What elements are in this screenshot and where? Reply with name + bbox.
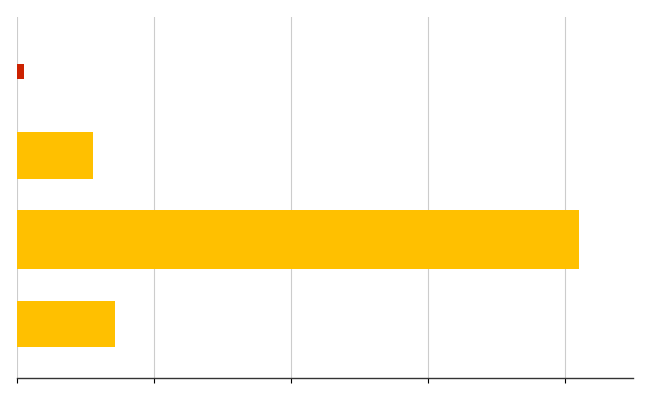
Bar: [17, 132, 93, 179]
Bar: [17, 210, 578, 269]
Bar: [17, 64, 23, 79]
Bar: [17, 301, 115, 347]
